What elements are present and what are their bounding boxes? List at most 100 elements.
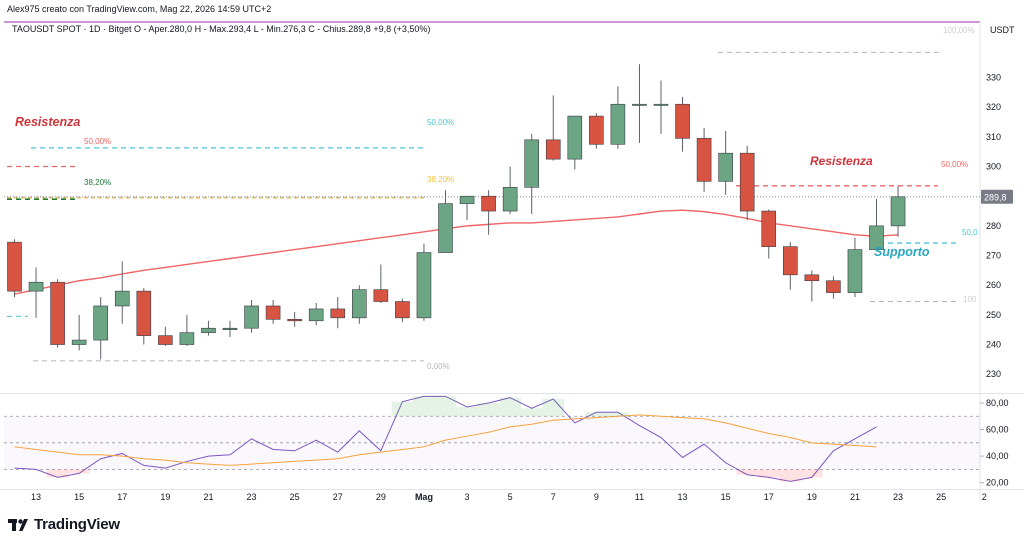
candle-up (71, 339, 87, 345)
candle-down (7, 241, 22, 292)
candle-down (136, 290, 152, 336)
fib-label-zero: 0,00% (427, 362, 450, 371)
candle-up (201, 327, 216, 333)
rsi-tick-label: 20,00 (986, 478, 1009, 488)
time-tick-label: 21 (850, 492, 860, 502)
resistance-label-left: Resistenza (15, 115, 80, 129)
price-tick-label: 280 (986, 221, 1001, 231)
candle-down (265, 305, 281, 320)
price-tick-label: 240 (986, 340, 1001, 350)
time-tick-label: 17 (764, 492, 774, 502)
time-tick-label: 25 (936, 492, 946, 502)
rsi-tick-label: 80,00 (986, 398, 1009, 408)
time-tick-label: 19 (160, 492, 170, 502)
candle-down (675, 103, 690, 139)
candle-up (869, 225, 884, 250)
rsi-ma-line (14, 414, 877, 466)
rsi-overbought-fill (542, 398, 565, 417)
rsi-overbought-fill (607, 412, 629, 417)
price-tick-label: 270 (986, 251, 1001, 261)
time-tick-label: 17 (117, 492, 127, 502)
candle-up (244, 305, 259, 329)
candle-down (395, 301, 410, 319)
time-tick-label: 7 (551, 492, 556, 502)
time-tick-label: 9 (594, 492, 599, 502)
candle-up (847, 249, 863, 293)
candle-up (416, 252, 432, 319)
tradingview-logo-icon (8, 518, 28, 531)
rsi-oversold-fill (757, 469, 780, 478)
candle-down (287, 319, 302, 322)
candle-up (351, 289, 367, 319)
rsi-oversold-fill (736, 469, 758, 475)
price-tick-label: 260 (986, 280, 1001, 290)
candle-down (373, 289, 389, 302)
price-tick-label: 230 (986, 369, 1001, 379)
fib-label-cyan: 50,00% (427, 118, 454, 127)
rsi-overbought-fill (477, 402, 500, 417)
candle-up (179, 332, 195, 345)
fib-label-yellow: 38,20% (427, 175, 454, 184)
time-tick-label: 15 (721, 492, 731, 502)
fib-label-gray-right: 100 (963, 295, 977, 304)
time-tick-label: 23 (247, 492, 257, 502)
time-tick-label: 25 (290, 492, 300, 502)
time-tick-label: 27 (333, 492, 343, 502)
time-tick-label: 15 (74, 492, 84, 502)
time-tick-label: 2 (982, 492, 987, 502)
last-price-badge (981, 189, 1013, 204)
candle-up (653, 103, 669, 106)
candle-up (28, 281, 44, 292)
candle-down (739, 152, 755, 212)
time-tick-label: 13 (31, 492, 41, 502)
rsi-oversold-fill (801, 469, 823, 478)
rsi-overbought-fill (499, 397, 521, 417)
time-tick-label: 3 (465, 492, 470, 502)
candle-down (481, 195, 496, 212)
candle-up (632, 103, 647, 106)
attribution-text: Alex975 creato con TradingView.com, Mag … (7, 4, 272, 14)
symbol-info-line: TAOUSDT SPOT · 1D · Bitget O - Aper.280,… (12, 24, 431, 34)
fib-label-top: 100,00% (943, 26, 975, 35)
time-tick-label: 13 (678, 492, 688, 502)
fib-label-cyan-right: 50,0 (962, 228, 978, 237)
fib-label-red-right: 50,00% (941, 160, 968, 169)
price-tick-label: 330 (986, 73, 1001, 83)
candle-down (782, 246, 798, 276)
candle-up (890, 196, 906, 227)
rsi-oversold-fill (68, 469, 90, 474)
price-axis-currency-label: USDT (990, 25, 1015, 35)
rsi-oversold-fill (779, 469, 802, 482)
candle-up (718, 152, 733, 182)
time-tick-label: 5 (508, 492, 513, 502)
candle-up (567, 115, 583, 160)
candle-up (438, 203, 453, 253)
candle-down (330, 308, 346, 319)
resistance-label-right: Resistenza (810, 154, 873, 168)
price-tick-label: 320 (986, 102, 1001, 112)
candle-up (524, 139, 540, 188)
candle-down (761, 210, 777, 247)
candle-down (804, 274, 820, 282)
rsi-overbought-fill (391, 401, 414, 417)
moving-average-line (14, 209, 899, 295)
tradingview-brand: TradingView (8, 516, 120, 533)
candle-down (158, 335, 173, 345)
support-label: Supporto (874, 245, 930, 259)
time-tick-label: 29 (376, 492, 386, 502)
time-tick-label: 23 (893, 492, 903, 502)
time-tick-label: 19 (807, 492, 817, 502)
candle-down (589, 115, 604, 145)
fib-label-red: 50,00% (84, 137, 111, 146)
rsi-overbought-fill (456, 406, 478, 417)
candle-down (826, 280, 841, 293)
rsi-overbought-fill (413, 396, 435, 417)
price-tick-label: 250 (986, 310, 1001, 320)
candle-up (502, 187, 518, 212)
price-tick-label: 300 (986, 162, 1001, 172)
candle-down (696, 138, 712, 182)
candle-down (545, 139, 561, 160)
rsi-overbought-fill (434, 396, 457, 417)
rsi-line (14, 395, 877, 482)
